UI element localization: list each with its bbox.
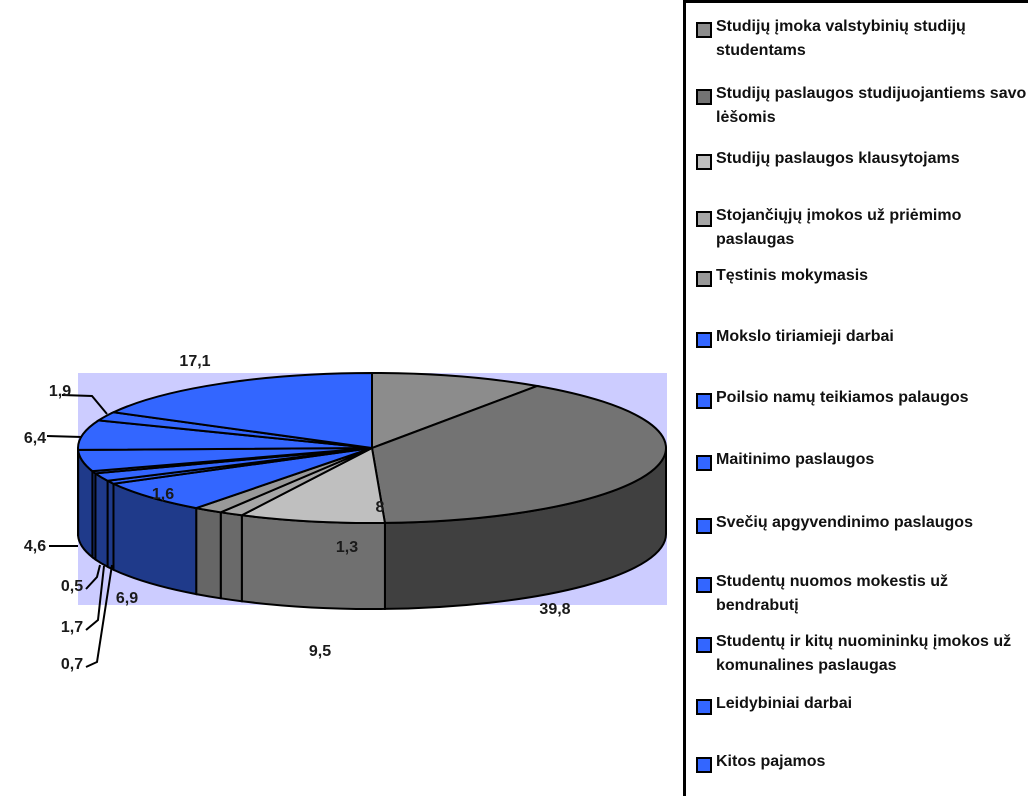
- data-label-9: 0,5: [61, 578, 83, 595]
- legend-label: Studentų nuomos mokestis už bendrabutį: [716, 573, 949, 614]
- legend-item: Svečių apgyvendinimo paslaugos: [696, 514, 1028, 535]
- data-label-12: 1,9: [49, 383, 71, 400]
- legend-label: Studijų paslaugos klausytojams: [716, 150, 960, 167]
- legend-item: Mokslo tiriamieji darbai: [696, 328, 1028, 349]
- legend-item: Studijų paslaugos studijuojantiems savo …: [696, 85, 1028, 130]
- slice-3: [238, 446, 387, 524]
- leader-lines: [46, 394, 113, 668]
- data-label-5: 1,6: [152, 486, 174, 503]
- leader-line-12: [61, 394, 108, 415]
- data-labels: 9,5 39,8 8 1,3 1,6 6,9 0,7 1,7 0,5 4,6 6,4 1,9 17,1: [24, 353, 571, 673]
- legend-label: Studentų ir kitų nuomininkų įmokos už ko…: [716, 633, 1012, 674]
- legend-swatch: [696, 699, 712, 715]
- data-label-4: 1,3: [336, 539, 358, 556]
- legend-swatch: [696, 22, 712, 38]
- legend-item: Kitos pajamos: [696, 753, 1028, 774]
- legend-item: Tęstinis mokymasis: [696, 267, 1028, 288]
- data-label-3: 8: [376, 499, 385, 516]
- pie-top-faces: [76, 371, 667, 524]
- data-label-2: 39,8: [539, 601, 570, 618]
- leader-line-11: [46, 435, 83, 438]
- legend-label: Tęstinis mokymasis: [716, 267, 869, 284]
- legend-swatch: [696, 211, 712, 227]
- legend-label: Mokslo tiriamieji darbai: [716, 328, 894, 345]
- slice-2: [370, 384, 667, 524]
- legend-item: Studentų ir kitų nuomininkų įmokos už ko…: [696, 633, 1028, 678]
- legend-swatch: [696, 518, 712, 534]
- legend: Studijų įmoka valstybinių studijų studen…: [683, 0, 1028, 796]
- data-label-1: 9,5: [309, 643, 331, 660]
- slice-side-8: [94, 471, 109, 569]
- legend-swatch: [696, 271, 712, 287]
- data-label-6: 6,9: [116, 590, 138, 607]
- legend-swatch: [696, 393, 712, 409]
- data-label-11: 6,4: [24, 430, 46, 447]
- legend-item: Studijų paslaugos klausytojams: [696, 150, 1028, 171]
- legend-label: Maitinimo paslaugos: [716, 451, 875, 468]
- legend-item: Leidybiniai darbai: [696, 695, 1028, 716]
- legend-item: Poilsio namų teikiamos palaugos: [696, 389, 1028, 410]
- legend-label: Leidybiniai darbai: [716, 695, 853, 712]
- slice-13: [110, 371, 373, 450]
- leader-line-9: [85, 564, 101, 590]
- legend-label: Poilsio namų teikiamos palaugos: [716, 389, 969, 406]
- legend-item: Stojančiųjų įmokos už priėmimo paslaugas: [696, 207, 1028, 252]
- data-label-8: 1,7: [61, 619, 83, 636]
- data-label-7: 0,7: [61, 656, 83, 673]
- slice-side-3: [240, 514, 386, 610]
- slice-1: [371, 371, 542, 450]
- data-label-10: 4,6: [24, 538, 46, 555]
- leader-line-8: [85, 565, 105, 631]
- legend-label: Kitos pajamos: [716, 753, 826, 770]
- legend-label: Svečių apgyvendinimo paslaugos: [716, 514, 973, 531]
- legend-swatch: [696, 757, 712, 773]
- slice-side-4: [219, 511, 243, 603]
- legend-label: Stojančiųjų įmokos už priėmimo paslaugas: [716, 207, 962, 248]
- legend-item: Studentų nuomos mokestis už bendrabutį: [696, 573, 1028, 618]
- legend-swatch: [696, 455, 712, 471]
- legend-swatch: [696, 637, 712, 653]
- leader-line-7: [85, 564, 113, 668]
- legend-swatch: [696, 154, 712, 170]
- legend-item: Studijų įmoka valstybinių studijų studen…: [696, 18, 1028, 63]
- data-label-13: 17,1: [179, 353, 210, 370]
- legend-item: Maitinimo paslaugos: [696, 451, 1028, 472]
- legend-swatch: [696, 332, 712, 348]
- legend-label: Studijų paslaugos studijuojantiems savo …: [716, 85, 1027, 126]
- slice-side-5: [195, 506, 222, 600]
- legend-label: Studijų įmoka valstybinių studijų studen…: [716, 18, 966, 59]
- legend-swatch: [696, 89, 712, 105]
- legend-swatch: [696, 577, 712, 593]
